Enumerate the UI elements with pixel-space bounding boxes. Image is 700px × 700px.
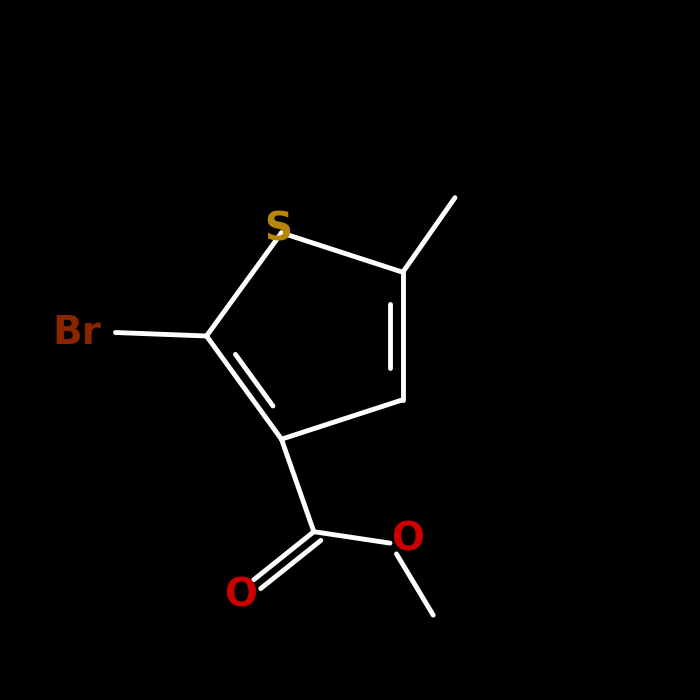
Text: O: O bbox=[225, 576, 258, 614]
Text: O: O bbox=[391, 521, 424, 559]
Text: Br: Br bbox=[52, 314, 102, 351]
Text: S: S bbox=[264, 210, 292, 248]
